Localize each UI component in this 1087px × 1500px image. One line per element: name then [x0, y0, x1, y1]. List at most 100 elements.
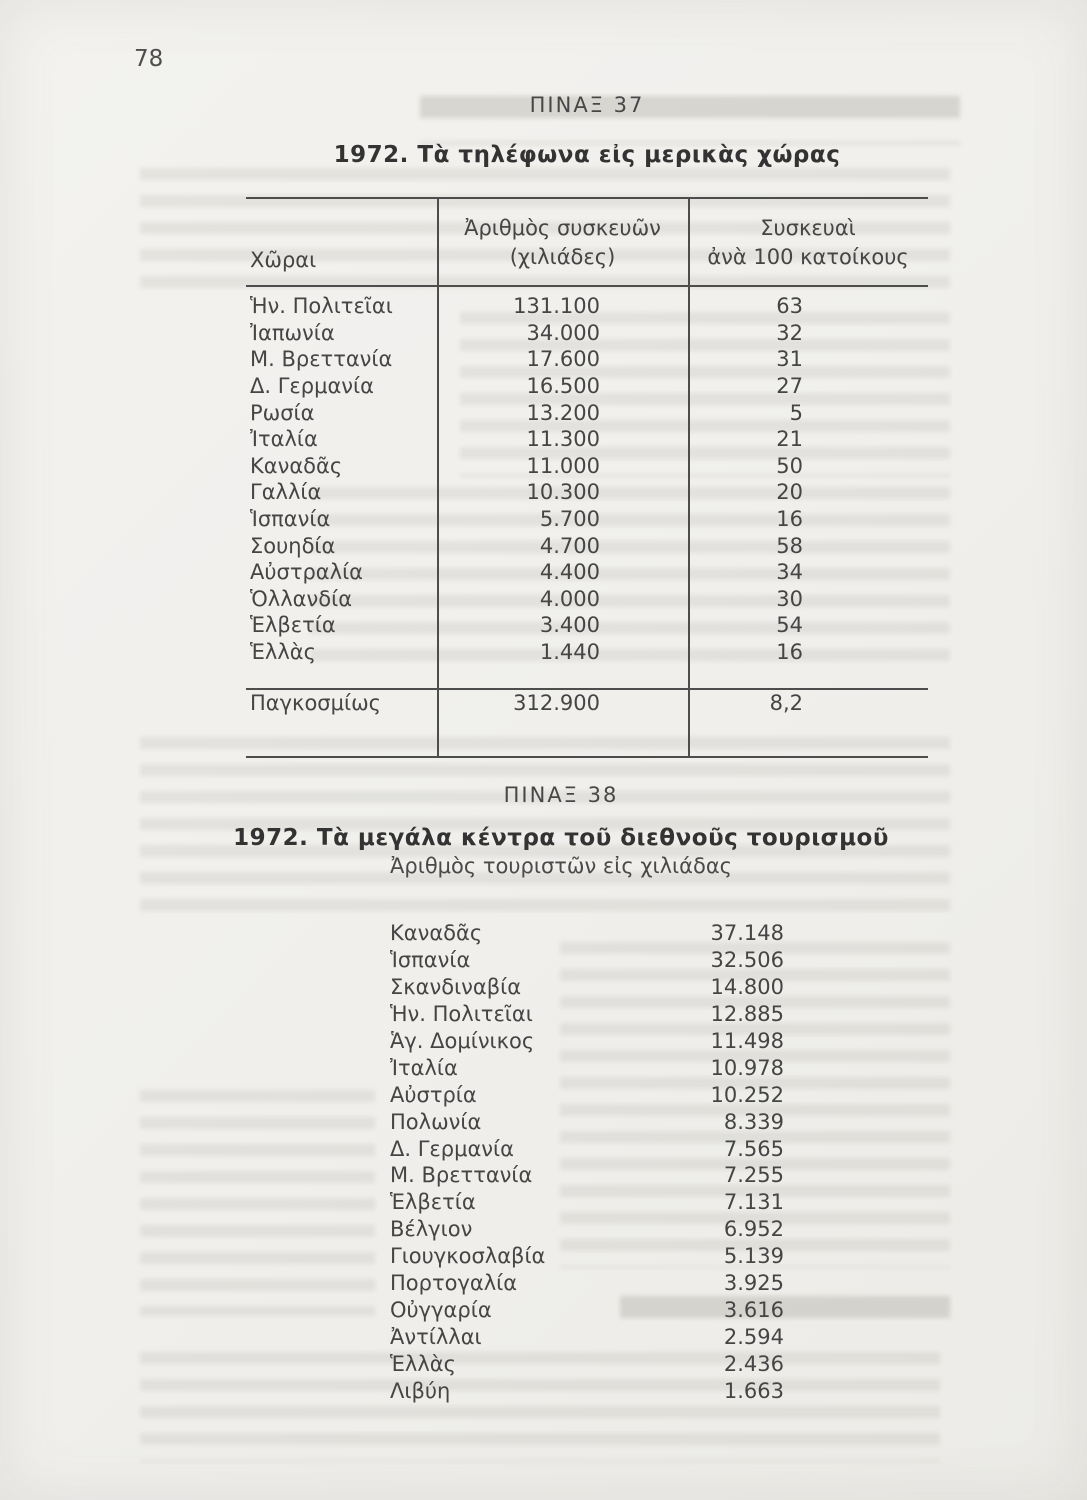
table38-caption: ΠΙΝΑΞ 38	[503, 783, 619, 807]
total-per-100-cell: 8,2	[769, 691, 803, 716]
country-cell: Ἰταλία	[390, 1055, 458, 1080]
table-row: Αὐστρία 10.252	[390, 1081, 784, 1108]
table37-header-row: Χῶραι Ἀριθμὸς συσκευῶν (χιλιάδες) Συσκευ…	[246, 199, 928, 285]
table-row: Ρωσία 13.200 5	[246, 399, 928, 426]
table-rule-pre-total	[246, 688, 928, 690]
country-cell: Πορτογαλία	[390, 1271, 518, 1296]
per-100-cell: 5	[789, 400, 803, 425]
column-header-device-count: Ἀριθμὸς συσκευῶν (χιλιάδες)	[437, 199, 688, 285]
per-100-cell: 63	[776, 294, 803, 319]
column-header-label: ἀνὰ 100 κατοίκους	[707, 244, 909, 269]
table-row: Μ. Βρεττανία 7.255	[390, 1162, 784, 1189]
country-cell: Ἡν. Πολιτεῖαι	[250, 294, 393, 319]
column-header-label: (χιλιάδες)	[509, 244, 616, 269]
per-100-cell: 16	[776, 640, 803, 665]
devices-cell: 34.000	[526, 320, 600, 345]
country-cell: Ἁγ. Δομίνικος	[390, 1029, 535, 1053]
tourists-cell: 14.800	[710, 975, 784, 1000]
per-100-cell: 16	[776, 507, 803, 532]
table-row: Βέλγιον 6.952	[390, 1216, 784, 1243]
table-row: Δ. Γερμανία 16.500 27	[246, 373, 928, 400]
country-cell: Βέλγιον	[390, 1217, 473, 1242]
country-cell: Ἑλλὰς	[250, 640, 316, 665]
table-row: Ἱσπανία 5.700 16	[246, 506, 928, 533]
column-header-label: Ἀριθμὸς συσκευῶν	[464, 215, 661, 240]
devices-cell: 16.500	[526, 374, 600, 399]
tourists-cell: 6.952	[723, 1217, 784, 1242]
table-row: Γιουγκοσλαβία 5.139	[390, 1243, 784, 1270]
country-cell: Λιβύη	[390, 1378, 451, 1403]
table-row: Πολωνία 8.339	[390, 1108, 784, 1135]
table-row: Ἑλλὰς 2.436	[390, 1350, 784, 1377]
country-cell: Πολωνία	[390, 1109, 482, 1134]
table-row: Ἁγ. Δομίνικος 11.498	[390, 1028, 784, 1055]
devices-cell: 1.440	[539, 640, 600, 665]
country-cell: Μ. Βρεττανία	[390, 1163, 533, 1188]
country-cell: Ἑλλὰς	[390, 1351, 456, 1376]
devices-cell: 4.400	[539, 560, 600, 585]
page-number: 78	[134, 46, 164, 72]
devices-cell: 5.700	[539, 507, 600, 532]
table-row: Ἡν. Πολιτεῖαι 12.885	[390, 1001, 784, 1028]
country-cell: Σουηδία	[250, 533, 336, 558]
devices-cell: 131.100	[513, 294, 600, 319]
table38-subtitle: Ἀριθμὸς τουριστῶν εἰς χιλιάδας	[390, 854, 732, 878]
per-100-cell: 50	[776, 453, 803, 478]
table-row: Ἀντίλλαι 2.594	[390, 1323, 784, 1350]
table-rule-header	[246, 285, 928, 287]
country-cell: Ἑλβετία	[250, 613, 336, 638]
per-100-cell: 30	[776, 586, 803, 611]
per-100-cell: 27	[776, 374, 803, 399]
tourists-cell: 2.594	[723, 1324, 784, 1349]
table-row: Αὐστραλία 4.400 34	[246, 559, 928, 586]
country-cell: Ἰαπωνία	[250, 320, 335, 345]
per-100-cell: 20	[776, 480, 803, 505]
country-cell: Ἱσπανία	[390, 948, 471, 973]
table-row: Ἑλβετία 3.400 54	[246, 612, 928, 639]
column-header-label: Συσκευαὶ	[760, 215, 856, 240]
devices-cell: 4.000	[539, 586, 600, 611]
tourists-cell: 7.255	[723, 1163, 784, 1188]
country-cell: Δ. Γερμανία	[250, 374, 374, 399]
tourists-cell: 7.131	[723, 1190, 784, 1215]
table-row: Ἡν. Πολιτεῖαι 131.100 63	[246, 293, 928, 320]
table37-total-row: Παγκοσμίως 312.900 8,2	[246, 690, 928, 717]
country-cell: Ρωσία	[250, 400, 315, 425]
tourism-table: Καναδᾶς 37.148 Ἱσπανία 32.506 Σκανδιναβί…	[390, 920, 784, 1404]
per-100-cell: 58	[776, 533, 803, 558]
tourists-cell: 10.978	[710, 1055, 784, 1080]
table-row: Ἑλλὰς 1.440 16	[246, 639, 928, 666]
devices-cell: 11.000	[526, 453, 600, 478]
table-column-divider	[688, 197, 690, 758]
tourists-cell: 7.565	[723, 1136, 784, 1161]
table-row: Μ. Βρεττανία 17.600 31	[246, 346, 928, 373]
table-row: Καναδᾶς 37.148	[390, 920, 784, 947]
country-cell: Αὐστραλία	[250, 560, 364, 585]
per-100-cell: 31	[776, 347, 803, 372]
country-cell: Ἰταλία	[250, 427, 318, 452]
table38-title: 1972. Τὰ μεγάλα κέντρα τοῦ διεθνοῦς τουρ…	[233, 825, 889, 851]
country-cell: Γαλλία	[250, 480, 322, 505]
per-100-cell: 34	[776, 560, 803, 585]
table-row: Ἰταλία 11.300 21	[246, 426, 928, 453]
table-row: Πορτογαλία 3.925	[390, 1270, 784, 1297]
country-cell: Ἱσπανία	[250, 507, 331, 532]
per-100-cell: 21	[776, 427, 803, 452]
bleedthrough-texture	[140, 1090, 375, 1316]
tourists-cell: 3.925	[723, 1271, 784, 1296]
country-cell: Ἑλβετία	[390, 1190, 476, 1215]
table-row: Καναδᾶς 11.000 50	[246, 453, 928, 480]
per-100-cell: 54	[776, 613, 803, 638]
tourists-cell: 1.663	[723, 1378, 784, 1403]
column-header-per-100-inhabitants: Συσκευαὶ ἀνὰ 100 κατοίκους	[688, 199, 928, 285]
table-row: Σκανδιναβία 14.800	[390, 974, 784, 1001]
table-rule-bottom	[246, 756, 928, 758]
country-cell: Αὐστρία	[390, 1082, 477, 1107]
devices-cell: 3.400	[539, 613, 600, 638]
table-row: Δ. Γερμανία 7.565	[390, 1135, 784, 1162]
country-cell: Σκανδιναβία	[390, 975, 522, 1000]
country-cell: Ἀντίλλαι	[390, 1324, 482, 1349]
table-rule-top	[246, 197, 928, 199]
devices-cell: 17.600	[526, 347, 600, 372]
devices-cell: 13.200	[526, 400, 600, 425]
